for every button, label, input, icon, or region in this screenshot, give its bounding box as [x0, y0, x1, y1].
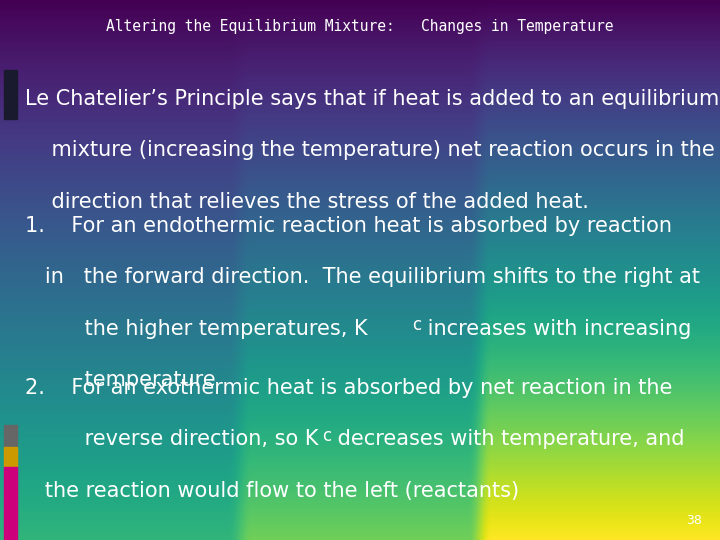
Text: the higher temperatures, K: the higher temperatures, K	[25, 319, 368, 339]
Text: direction that relieves the stress of the added heat.: direction that relieves the stress of th…	[25, 192, 589, 212]
Text: 2.    For an exothermic heat is absorbed by net reaction in the: 2. For an exothermic heat is absorbed by…	[25, 378, 672, 398]
Text: Le Chatelier’s Principle says that if heat is added to an equilibrium: Le Chatelier’s Principle says that if he…	[25, 89, 719, 109]
Text: Altering the Equilibrium Mixture:   Changes in Temperature: Altering the Equilibrium Mixture: Change…	[107, 19, 613, 34]
Text: 1.    For an endothermic reaction heat is absorbed by reaction: 1. For an endothermic reaction heat is a…	[25, 216, 672, 236]
Text: mixture (increasing the temperature) net reaction occurs in the: mixture (increasing the temperature) net…	[25, 140, 715, 160]
Text: c: c	[412, 316, 421, 334]
Text: reverse direction, so K: reverse direction, so K	[25, 429, 319, 449]
Text: increases with increasing: increases with increasing	[421, 319, 692, 339]
Text: decreases with temperature, and: decreases with temperature, and	[331, 429, 685, 449]
Text: c: c	[323, 427, 332, 444]
Text: the reaction would flow to the left (reactants): the reaction would flow to the left (rea…	[25, 481, 519, 501]
Text: temperature: temperature	[25, 370, 216, 390]
Text: 38: 38	[686, 514, 702, 526]
Text: in   the forward direction.  The equilibrium shifts to the right at: in the forward direction. The equilibriu…	[25, 267, 701, 287]
